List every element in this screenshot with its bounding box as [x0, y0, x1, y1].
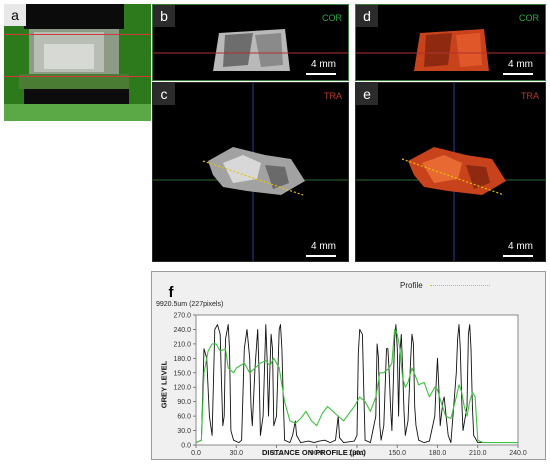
y-tick-label: 150.0: [173, 370, 191, 377]
panel-c-scale-bar: [306, 255, 336, 257]
grey-level-trace-green: [195, 328, 518, 444]
panel-d-scale-bar: [503, 73, 533, 75]
panel-c-view-label: TRA: [324, 91, 342, 101]
y-tick-label: 0.0: [181, 443, 191, 450]
panel-b-image: [153, 29, 348, 71]
panel-c-scale-label: 4 mm: [311, 241, 336, 252]
panel-b-scale-label: 4 mm: [311, 59, 336, 70]
y-tick-label: 240.0: [173, 327, 191, 334]
panel-a-image: [4, 4, 151, 121]
panel-b-view-label: COR: [322, 13, 342, 23]
panel-e-view-label: TRA: [521, 91, 539, 101]
panel-b-label: b: [153, 5, 175, 27]
panel-b-scale-bar: [306, 73, 336, 75]
x-tick-label: 240.0: [509, 450, 527, 457]
panel-d-image: [356, 29, 545, 71]
x-tick-label: 120.0: [348, 450, 366, 457]
panel-c-label: c: [153, 83, 175, 105]
x-axis-title: DISTANCE ON PROFILE (µm): [262, 448, 366, 457]
y-tick-label: 270.0: [173, 313, 191, 320]
panel-f-label: f: [168, 284, 174, 301]
panel-e-label: e: [356, 83, 378, 105]
panel-a: a: [4, 4, 151, 121]
panel-d: d COR 4 mm: [355, 4, 546, 81]
panel-e: e TRA 4 mm: [355, 82, 546, 262]
x-tick-label: 210.0: [469, 450, 487, 457]
panel-d-scale-label: 4 mm: [508, 59, 533, 70]
x-tick-label: 0.0: [191, 450, 201, 457]
x-tick-label: 180.0: [429, 450, 447, 457]
y-tick-label: 210.0: [173, 341, 191, 348]
panel-e-image: [356, 83, 545, 261]
profile-plot: 0.0 30.0 60.0 90.0 120.0 150.0 180.0 210.0 240.0…: [173, 313, 527, 458]
panel-d-view-label: COR: [519, 13, 539, 23]
y-tick-label: 90.0: [177, 399, 191, 406]
panel-a-label: a: [4, 4, 26, 26]
panel-b: b COR 4 mm: [152, 4, 349, 81]
panel-c: c TRA 4 mm: [152, 82, 349, 262]
y-tick-label: 30.0: [177, 428, 191, 435]
y-tick-label: 180.0: [173, 356, 191, 363]
x-tick-label: 150.0: [388, 450, 406, 457]
panel-e-scale-bar: [503, 255, 533, 257]
legend-label: Profile: [400, 281, 423, 290]
x-tick-label: 60.0: [270, 450, 284, 457]
panel-f: f Profile 9920.5um (227pixels) GREY LEVE…: [151, 271, 546, 460]
y-tick-label: 60.0: [177, 414, 191, 421]
panel-c-image: [153, 83, 348, 261]
panel-d-label: d: [356, 5, 378, 27]
grey-level-trace-black: [195, 324, 518, 444]
x-tick-label: 90.0: [310, 450, 324, 457]
y-tick-label: 120.0: [173, 385, 191, 392]
panel-e-scale-label: 4 mm: [508, 241, 533, 252]
legend-line: [430, 285, 490, 286]
x-tick-label: 30.0: [229, 450, 243, 457]
measurement-text: 9920.5um (227pixels): [156, 301, 224, 308]
